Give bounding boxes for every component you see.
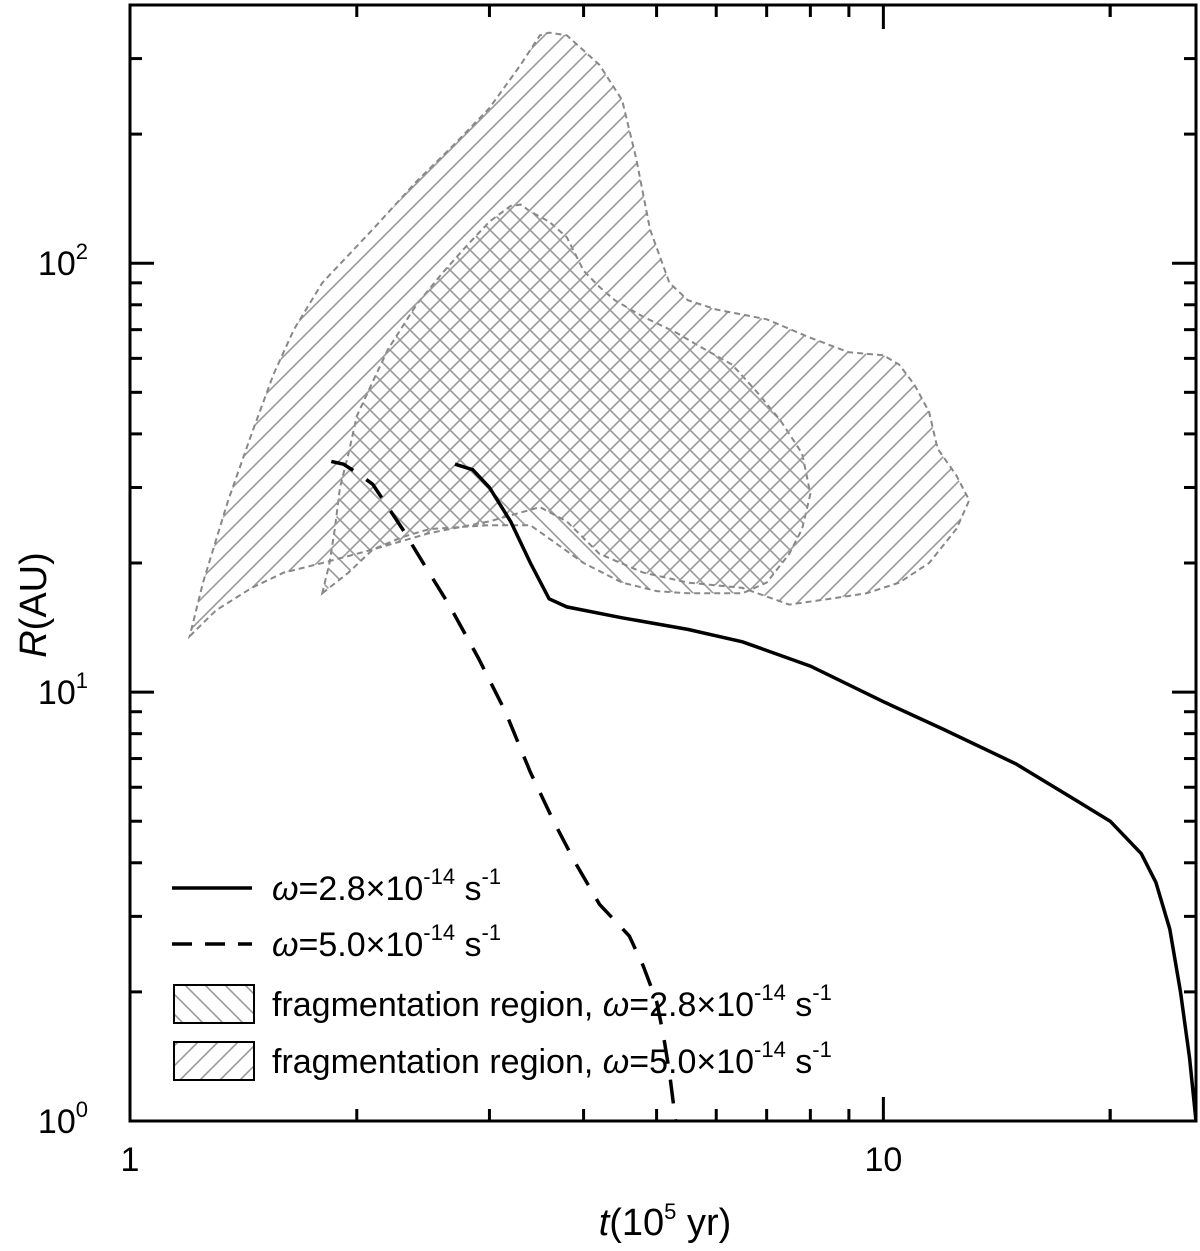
legend-item-solid: ω=2.8×10-14 s-1: [172, 864, 501, 908]
fragmentation-regions: [187, 31, 971, 640]
legend: ω=2.8×10-14 s-1 ω=5.0×10-14 s-1 fragment…: [172, 864, 832, 1081]
x-tick-label: 10: [864, 1141, 902, 1179]
legend-label-solid: ω=2.8×10-14 s-1: [272, 864, 501, 908]
y-tick-label: 102: [38, 239, 88, 283]
region-frag-5.0: [187, 31, 971, 640]
legend-label-region-2-8: fragmentation region, ω=2.8×10-14 s-1: [272, 980, 832, 1024]
legend-swatch-region-5-0: [173, 1041, 255, 1081]
axis-ticks: [128, 3, 1196, 1123]
y-tick-label: 101: [38, 668, 88, 712]
legend-swatch-region-2-8: [173, 984, 255, 1024]
data-series: [330, 459, 1196, 1121]
legend-item-region-2-8: fragmentation region, ω=2.8×10-14 s-1: [173, 980, 832, 1024]
axis-tick-labels: 1 10 100 101 102: [38, 239, 902, 1179]
series-dashed-line: [330, 459, 678, 1121]
y-axis-label: R(AU): [13, 552, 55, 658]
legend-item-region-5-0: fragmentation region, ω=5.0×10-14 s-1: [173, 1037, 832, 1081]
legend-label-dashed: ω=5.0×10-14 s-1: [272, 920, 501, 964]
legend-item-dashed: ω=5.0×10-14 s-1: [172, 920, 501, 964]
x-axis-label: t(105 yr): [599, 1199, 732, 1244]
legend-label-region-5-0: fragmentation region, ω=5.0×10-14 s-1: [272, 1037, 832, 1081]
y-tick-label: 100: [38, 1097, 88, 1141]
x-tick-label: 1: [121, 1141, 140, 1179]
series-solid-line: [454, 462, 1196, 1121]
